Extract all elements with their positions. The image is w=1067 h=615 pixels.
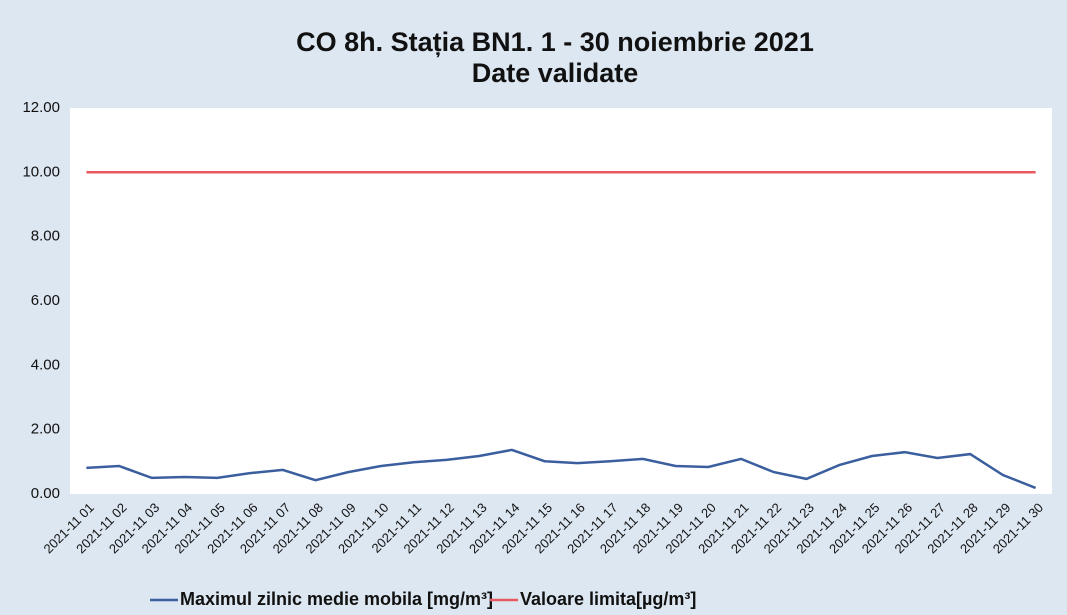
y-tick-label: 12.00 [22,99,60,116]
chart-title: CO 8h. Stația BN1. 1 - 30 noiembrie 2021 [296,27,814,57]
legend-label: Valoare limita[µg/m³] [520,589,696,609]
y-tick-label: 8.00 [31,228,60,245]
series-line [86,448,1037,490]
y-tick-label: 2.00 [31,421,60,438]
y-tick-label: 6.00 [31,292,60,309]
y-tick-label: 4.00 [31,356,60,373]
y-tick-label: 10.00 [22,163,60,180]
y-tick-label: 0.00 [31,485,60,502]
legend-label: Maximul zilnic medie mobila [mg/m³] [180,589,493,609]
plot-area [70,108,1052,494]
chart-subtitle: Date validate [472,58,639,88]
